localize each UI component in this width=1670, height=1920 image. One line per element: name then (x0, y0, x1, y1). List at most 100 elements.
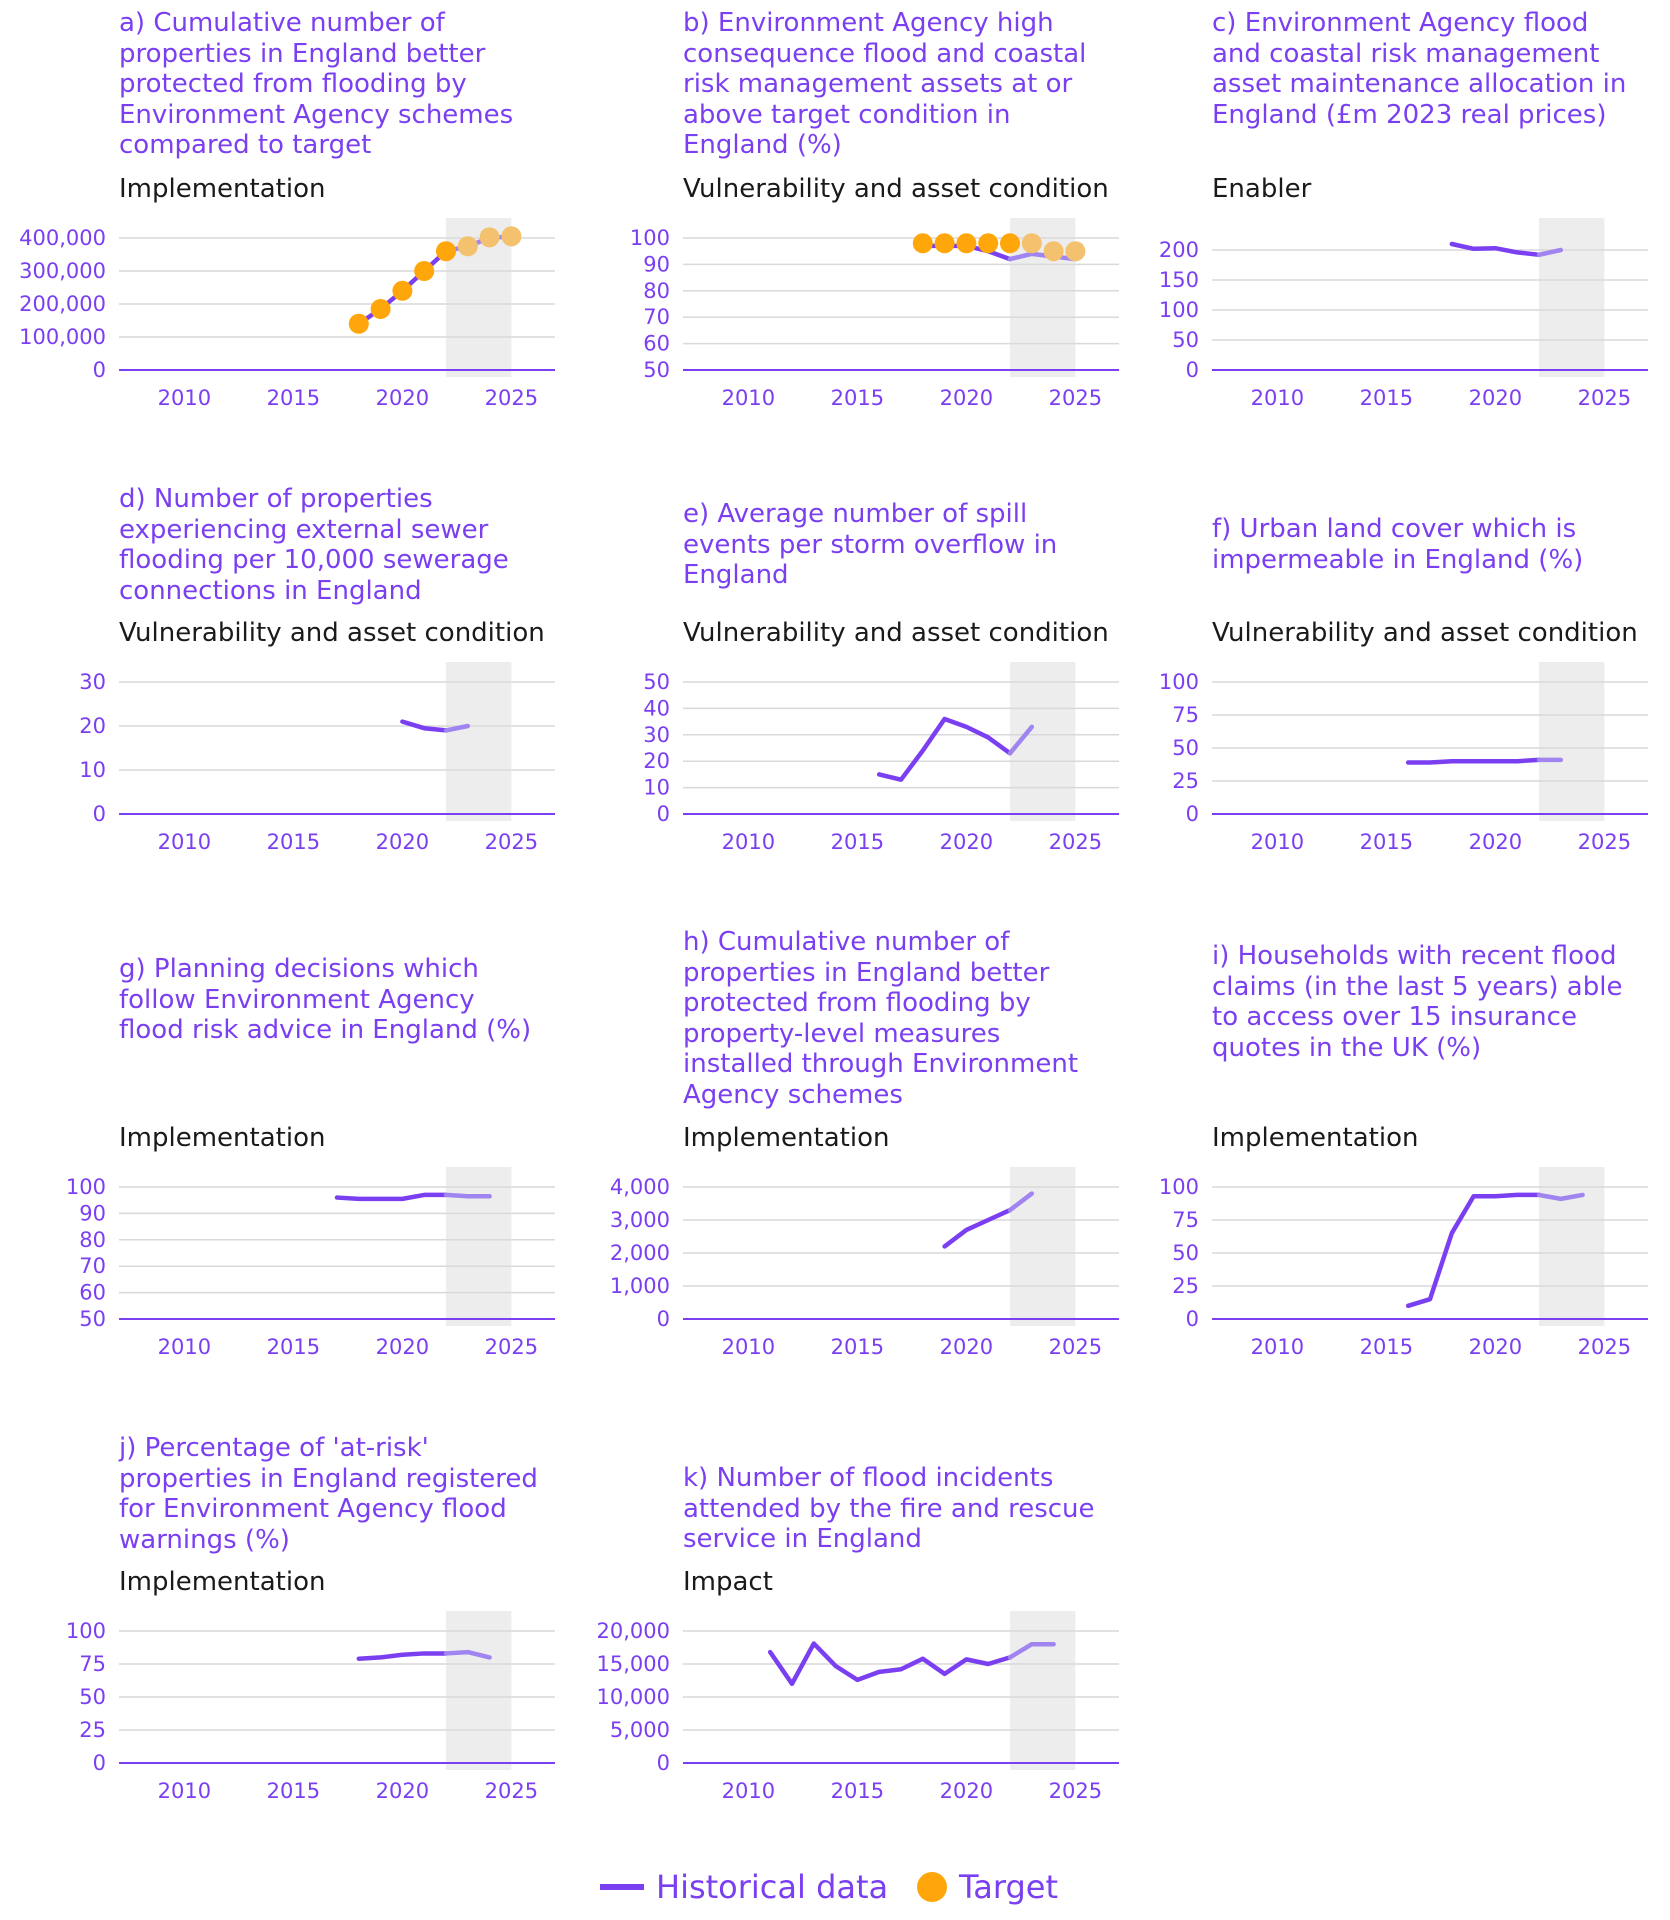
chart-title: k) Number of flood incidents attended by… (683, 1463, 1095, 1554)
historical-series-line (1405, 757, 1542, 765)
chart-category: Enabler (1212, 174, 1312, 204)
y-tick-label: 75 (79, 1652, 106, 1676)
chart-plot: 0 25 50 75 100 2010 2015 2020 2025 (66, 1611, 555, 1803)
y-tick-label: 25 (1172, 1274, 1199, 1298)
x-tick-label: 2025 (485, 1779, 538, 1803)
y-tick-label: 75 (1172, 1208, 1199, 1232)
y-tick-label: 10,000 (597, 1685, 670, 1709)
x-tick-label: 2025 (485, 830, 538, 854)
y-tick-label: 50 (643, 358, 670, 382)
chart-title: d) Number of properties experiencing ext… (119, 484, 509, 606)
y-tick-label: 4,000 (610, 1175, 670, 1199)
x-tick-label: 2010 (722, 386, 775, 410)
target-point (1021, 233, 1042, 254)
y-tick-label: 100 (1159, 1175, 1199, 1199)
chart-title: i) Households with recent flood claims (… (1212, 941, 1623, 1063)
legend-label-target: Target (959, 1868, 1058, 1906)
x-tick-label: 2010 (722, 1779, 775, 1803)
historical-series-line (356, 1651, 449, 1661)
y-tick-label: 30 (643, 723, 670, 747)
y-tick-label: 100,000 (19, 325, 106, 349)
target-point (978, 233, 999, 254)
chart-category: Impact (683, 1567, 773, 1597)
x-tick-label: 2020 (1469, 830, 1522, 854)
y-tick-label: 0 (657, 802, 670, 826)
x-tick-label: 2015 (831, 1335, 884, 1359)
y-tick-label: 70 (79, 1254, 106, 1278)
historical-series-line (1405, 1192, 1542, 1309)
chart-category: Implementation (1212, 1123, 1419, 1153)
y-tick-label: 50 (643, 670, 670, 694)
legend-item-historical: Historical data (600, 1862, 888, 1912)
projection-series-line (1007, 1191, 1035, 1213)
x-tick-label: 2020 (940, 386, 993, 410)
y-tick-label: 3,000 (610, 1208, 670, 1232)
chart-plot: 0 50 100 150 200 2010 2015 2020 2025 (1159, 218, 1648, 410)
x-tick-label: 2010 (158, 830, 211, 854)
y-tick-label: 10 (79, 758, 106, 782)
target-point (392, 280, 413, 301)
y-tick-label: 0 (93, 802, 106, 826)
y-tick-label: 20 (79, 714, 106, 738)
y-tick-label: 30 (79, 670, 106, 694)
y-tick-label: 0 (1186, 1307, 1199, 1331)
chart-plot: 0 10 20 30 2010 2015 2020 2025 (79, 662, 555, 854)
x-tick-label: 2015 (267, 1335, 320, 1359)
y-tick-label: 50 (79, 1307, 106, 1331)
chart-title: f) Urban land cover which is impermeable… (1212, 514, 1584, 575)
target-point (1043, 241, 1064, 262)
x-tick-label: 2010 (722, 1335, 775, 1359)
target-point (1000, 233, 1020, 254)
projection-shading (1539, 218, 1605, 377)
y-tick-label: 200 (1159, 238, 1199, 262)
target-point (436, 241, 456, 262)
chart-title: b) Environment Agency high consequence f… (683, 8, 1087, 160)
y-tick-label: 100 (1159, 298, 1199, 322)
projection-series-line (443, 723, 471, 733)
target-point (414, 261, 435, 281)
x-tick-label: 2020 (1469, 1335, 1522, 1359)
historical-series-line (767, 1641, 1013, 1687)
y-tick-label: 60 (643, 332, 670, 356)
chart-panel-d: d) Number of properties experiencing ext… (5, 444, 555, 904)
y-tick-label: 20 (643, 749, 670, 773)
y-tick-label: 50 (1172, 328, 1199, 352)
projection-series-line (443, 1649, 492, 1660)
historical-series-line (1449, 241, 1542, 258)
y-tick-label: 80 (643, 279, 670, 303)
chart-category: Vulnerability and asset condition (119, 618, 545, 648)
projection-series-line (1007, 724, 1035, 756)
chart-category: Vulnerability and asset condition (683, 618, 1109, 648)
y-tick-label: 60 (79, 1281, 106, 1305)
chart-panel-a: a) Cumulative number of properties in En… (5, 0, 555, 460)
y-tick-label: 50 (1172, 736, 1199, 760)
chart-panel-f: f) Urban land cover which is impermeable… (1098, 444, 1648, 904)
x-tick-label: 2025 (485, 1335, 538, 1359)
y-tick-label: 15,000 (597, 1652, 670, 1676)
projection-shading (446, 662, 512, 821)
chart-panel-b: b) Environment Agency high consequence f… (569, 0, 1119, 460)
chart-panel-i: i) Households with recent flood claims (… (1098, 941, 1648, 1409)
y-tick-label: 0 (1186, 358, 1199, 382)
x-tick-label: 2025 (1578, 386, 1631, 410)
y-tick-label: 50 (79, 1685, 106, 1709)
y-tick-label: 0 (93, 1751, 106, 1775)
chart-plot: 0 25 50 75 100 2010 2015 2020 2025 (1159, 1167, 1648, 1359)
x-tick-label: 2025 (1049, 1779, 1102, 1803)
chart-title: h) Cumulative number of properties in En… (683, 927, 1079, 1110)
chart-panel-g: g) Planning decisions which follow Envir… (5, 949, 555, 1409)
y-tick-label: 80 (79, 1228, 106, 1252)
x-tick-label: 2020 (940, 1779, 993, 1803)
projection-shading (1539, 662, 1605, 821)
chart-category: Implementation (683, 1123, 890, 1153)
y-tick-label: 50 (1172, 1241, 1199, 1265)
x-tick-label: 2015 (1360, 1335, 1413, 1359)
y-tick-label: 2,000 (610, 1241, 670, 1265)
chart-plot: 0 25 50 75 100 2010 2015 2020 2025 (1159, 662, 1648, 854)
projection-shading (1010, 1167, 1076, 1326)
y-tick-label: 100 (66, 1619, 106, 1643)
y-tick-label: 300,000 (19, 259, 106, 283)
x-tick-label: 2015 (267, 1779, 320, 1803)
projection-shading (1539, 1167, 1605, 1326)
